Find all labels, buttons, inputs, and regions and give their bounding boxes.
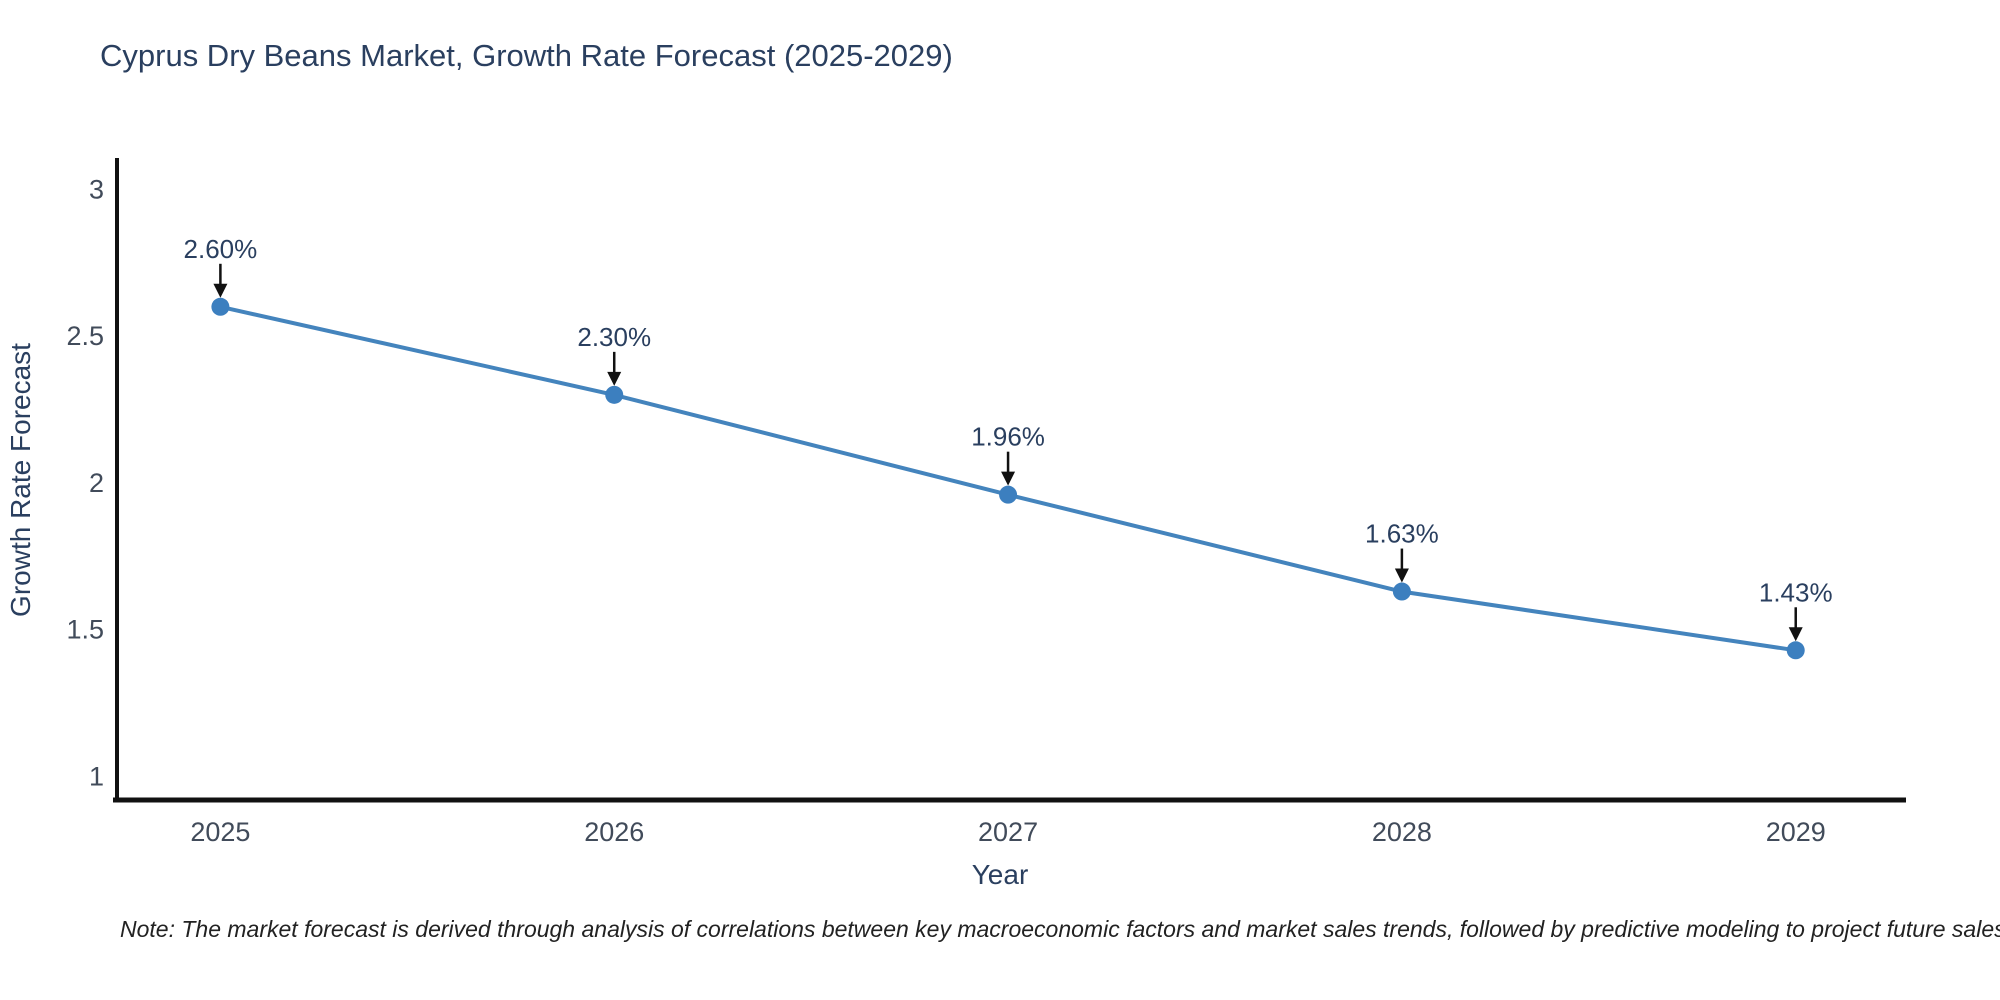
- data-label: 1.43%: [1759, 577, 1833, 607]
- data-point-marker: [1392, 582, 1411, 601]
- y-axis-title: Growth Rate Forecast: [5, 343, 36, 617]
- x-tick-label: 2026: [584, 817, 644, 847]
- data-point-marker: [211, 297, 230, 316]
- annotation-arrow-head: [1394, 568, 1409, 583]
- data-point-marker: [605, 385, 624, 404]
- annotation-arrow-head: [1788, 627, 1803, 642]
- x-tick-label: 2027: [978, 817, 1038, 847]
- annotation-arrow-head: [1001, 471, 1016, 486]
- data-label: 2.30%: [577, 322, 651, 352]
- data-label: 1.63%: [1365, 519, 1439, 549]
- data-point-marker: [999, 485, 1018, 504]
- x-axis-title: Year: [972, 859, 1029, 890]
- y-tick-label: 1: [89, 762, 104, 792]
- y-tick-label: 2.5: [66, 321, 104, 351]
- data-label: 1.96%: [971, 422, 1045, 452]
- x-tick-label: 2028: [1372, 817, 1432, 847]
- x-tick-label: 2025: [190, 817, 250, 847]
- y-tick-label: 3: [89, 174, 104, 204]
- footnote: Note: The market forecast is derived thr…: [120, 916, 2000, 942]
- chart-title: Cyprus Dry Beans Market, Growth Rate For…: [100, 38, 953, 73]
- annotation-arrow-head: [607, 371, 622, 386]
- x-tick-label: 2029: [1766, 817, 1826, 847]
- y-tick-label: 1.5: [66, 615, 104, 645]
- y-tick-label: 2: [89, 468, 104, 498]
- annotation-arrow-head: [213, 283, 228, 298]
- data-point-marker: [1786, 641, 1805, 660]
- data-label: 2.60%: [184, 234, 258, 264]
